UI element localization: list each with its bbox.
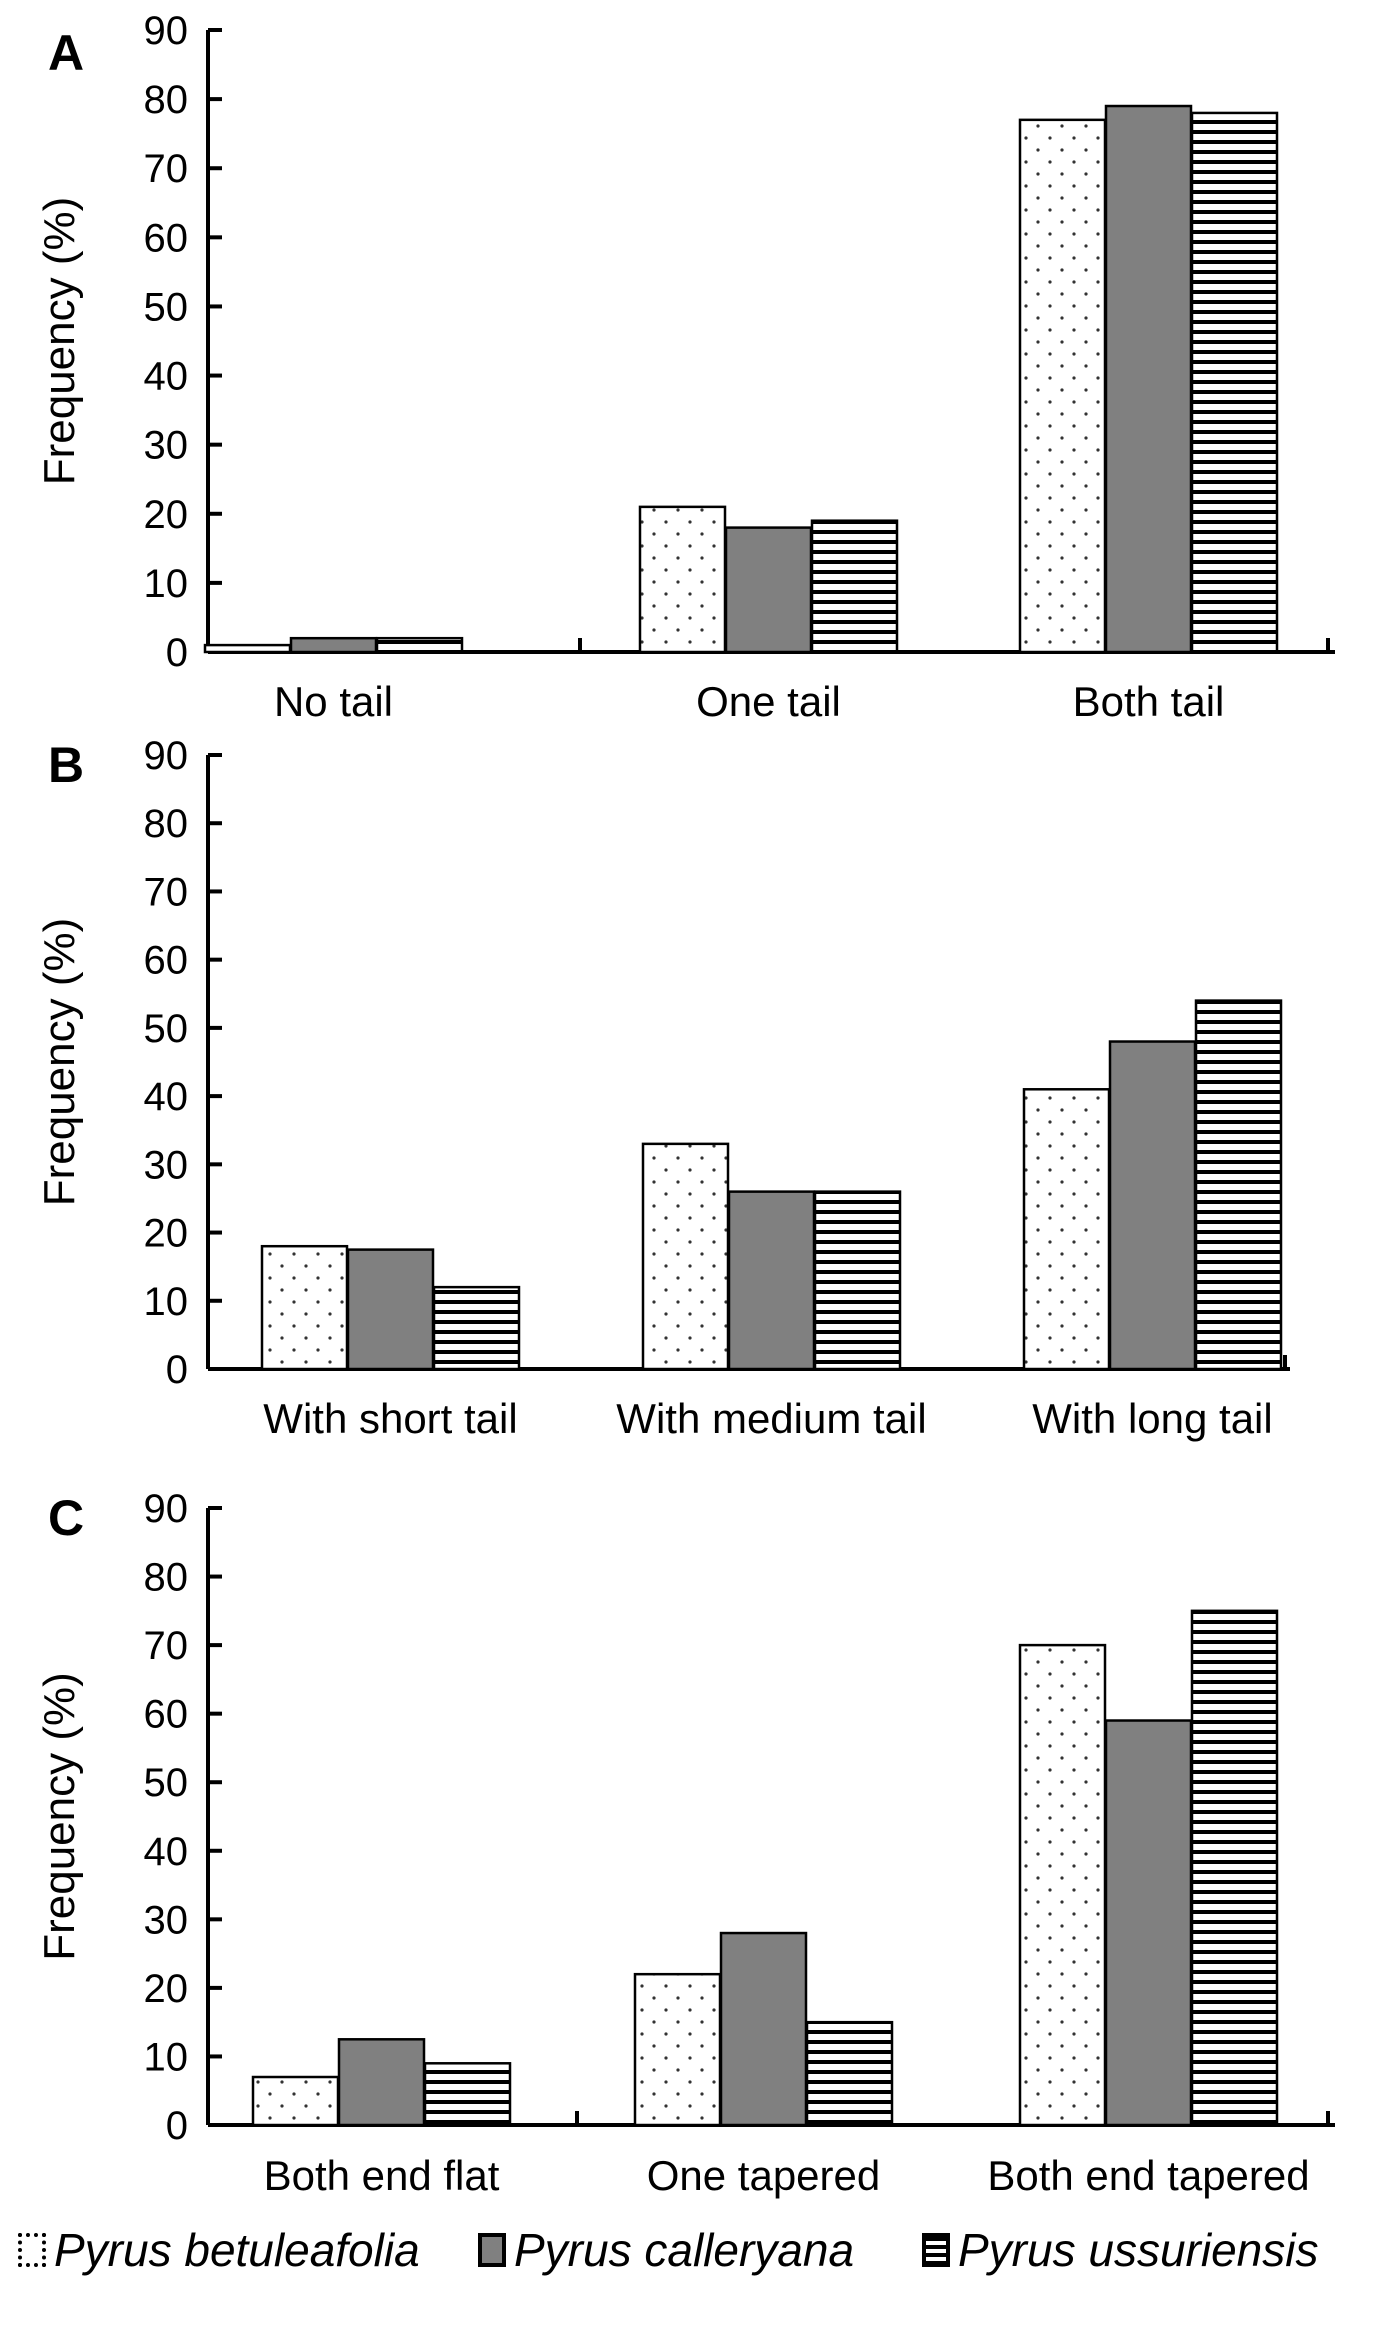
y-tick-label: 10	[144, 2035, 189, 2079]
y-tick-label: 90	[144, 734, 189, 778]
legend-swatch-solid	[478, 2233, 506, 2267]
x-tick-label: Both tail	[1073, 678, 1225, 725]
bar-calleryana	[719, 1931, 808, 2127]
bar-betuleafolia	[633, 1972, 722, 2127]
x-tick-label: With medium tail	[616, 1395, 926, 1442]
legend-item-calleryana: Pyrus calleryana	[478, 2215, 854, 2285]
y-tick-label: 70	[144, 147, 189, 191]
y-tick-label: 70	[144, 1624, 189, 1668]
y-axis-label: Frequency (%)	[35, 918, 84, 1207]
bar-betuleafolia	[203, 643, 292, 654]
bar-betuleafolia	[638, 505, 727, 654]
chart-panel-a: A Frequency (%) 0 10 20 30 40 50 60 70 80 90 No tail…	[35, 9, 1335, 725]
x-tick-label: With short tail	[263, 1395, 517, 1442]
charts-layer: A Frequency (%) 0 10 20 30 40 50 60 70 80 90 No tail…	[35, 9, 1335, 2199]
legend-item-ussuriensis: Pyrus ussuriensis	[922, 2215, 1318, 2285]
y-tick-label: 0	[166, 1348, 188, 1392]
legend: Pyrus betuleafolia Pyrus calleryana Pyru…	[0, 2215, 1378, 2285]
y-tick-label: 0	[166, 2104, 188, 2148]
y-tick-label: 50	[144, 1761, 189, 1805]
y-tick-label: 30	[144, 424, 189, 468]
y-tick-label: 50	[144, 1007, 189, 1051]
y-tick-label: 0	[166, 631, 188, 675]
y-tick-label: 20	[144, 1967, 189, 2011]
y-tick-label: 60	[144, 216, 189, 260]
legend-swatch-dots	[18, 2233, 46, 2267]
bar-calleryana	[1104, 104, 1193, 654]
y-tick-label: 20	[144, 1212, 189, 1256]
bar-ussuriensis	[805, 2020, 894, 2127]
x-tick-label: One tapered	[647, 2152, 881, 2199]
bar-ussuriensis	[1194, 999, 1283, 1371]
bar-ussuriensis	[1190, 111, 1279, 654]
x-tick-label: Both end flat	[264, 2152, 500, 2199]
x-tick-label: No tail	[274, 678, 393, 725]
y-tick-label: 60	[144, 1693, 189, 1737]
bar-calleryana	[727, 1190, 816, 1371]
bar-calleryana	[337, 2038, 426, 2127]
bar-ussuriensis	[423, 2062, 512, 2127]
chart-panel-c: C Frequency (%) 0 10 20 30 40 50 60 70 80 90 Both en…	[35, 1487, 1335, 2199]
bar-betuleafolia	[1022, 1088, 1111, 1371]
legend-label-betuleafolia: Pyrus betuleafolia	[54, 2224, 420, 2276]
y-tick-label: 10	[144, 1280, 189, 1324]
legend-label-ussuriensis: Pyrus ussuriensis	[958, 2224, 1319, 2276]
y-axis-label: Frequency (%)	[35, 1672, 84, 1961]
bar-calleryana	[346, 1248, 435, 1371]
y-tick-label: 40	[144, 1075, 189, 1119]
bar-betuleafolia	[251, 2075, 340, 2127]
y-tick-label: 20	[144, 493, 189, 537]
bar-betuleafolia	[1018, 118, 1107, 654]
x-tick-label: Both end tapered	[987, 2152, 1309, 2199]
y-tick-label: 60	[144, 939, 189, 983]
chart-panel-b: B Frequency (%) 0 10 20 30 40 50 60 70 80 90 With sh…	[35, 734, 1290, 1442]
y-tick-label: 30	[144, 1143, 189, 1187]
panel-label: C	[48, 1490, 84, 1546]
bar-betuleafolia	[1018, 1643, 1107, 2127]
x-tick-label: With long tail	[1032, 1395, 1272, 1442]
bar-calleryana	[724, 526, 813, 654]
y-tick-label: 10	[144, 562, 189, 606]
bar-calleryana	[1104, 1719, 1193, 2127]
bar-ussuriensis	[375, 636, 464, 654]
y-tick-label: 80	[144, 1556, 189, 1600]
y-tick-label: 90	[144, 9, 189, 53]
bar-ussuriensis	[813, 1190, 902, 1371]
bar-ussuriensis	[810, 519, 899, 654]
bar-calleryana	[1108, 1040, 1197, 1371]
panel-label: B	[48, 737, 84, 793]
bar-ussuriensis	[432, 1285, 521, 1371]
y-tick-label: 90	[144, 1487, 189, 1531]
y-axis-label: Frequency (%)	[35, 197, 84, 486]
y-tick-label: 80	[144, 78, 189, 122]
legend-swatch-hlines	[922, 2233, 950, 2267]
bar-betuleafolia	[641, 1142, 730, 1371]
y-tick-label: 70	[144, 870, 189, 914]
y-tick-label: 50	[144, 285, 189, 329]
y-tick-label: 40	[144, 1830, 189, 1874]
y-tick-label: 30	[144, 1898, 189, 1942]
legend-label-calleryana: Pyrus calleryana	[514, 2224, 855, 2276]
panel-label: A	[48, 25, 84, 81]
y-tick-label: 40	[144, 355, 189, 399]
bar-ussuriensis	[1190, 1609, 1279, 2127]
y-tick-label: 80	[144, 802, 189, 846]
x-tick-label: One tail	[696, 678, 841, 725]
bar-betuleafolia	[260, 1244, 349, 1371]
bar-calleryana	[289, 636, 378, 654]
legend-item-betuleafolia: Pyrus betuleafolia	[18, 2215, 420, 2285]
